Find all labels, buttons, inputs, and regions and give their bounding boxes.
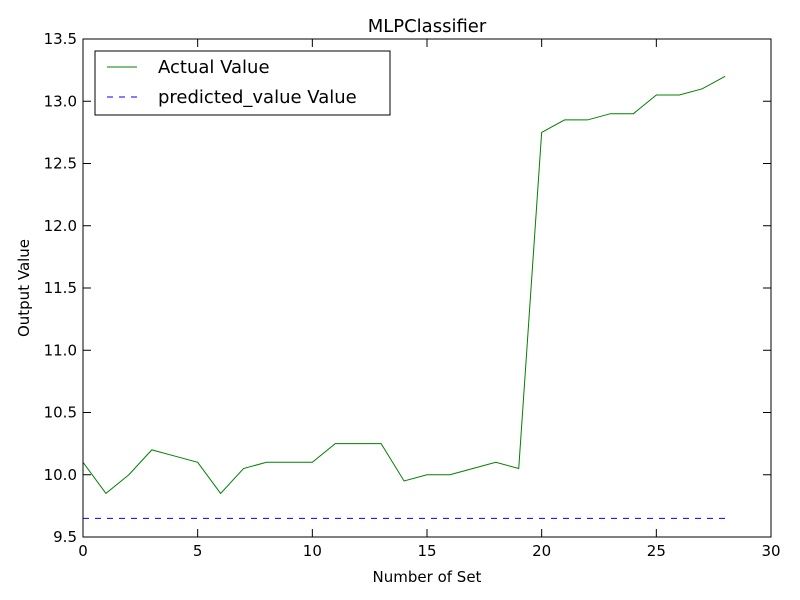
x-tick-label: 25	[647, 542, 666, 560]
x-tick-label: 30	[761, 542, 780, 560]
x-tick-label: 0	[78, 542, 88, 560]
legend-label-predicted-value: predicted_value Value	[158, 87, 357, 108]
y-tick-label: 11.0	[44, 341, 77, 359]
ticks-layer: 0 5 10 15 20 25 30 9.5 10.0 10.5 11.0 11.5 12.0 12.5 1…	[44, 30, 781, 560]
x-tick-label: 20	[532, 542, 551, 560]
legend-label-actual-value: Actual Value	[158, 57, 270, 78]
legend-box	[94, 50, 391, 116]
y-tick-label: 10.5	[44, 404, 77, 422]
y-tick-label: 11.5	[44, 279, 77, 297]
y-tick-label: 12.0	[44, 217, 77, 235]
y-tick-label: 13.0	[44, 92, 77, 110]
y-tick-label: 10.0	[44, 466, 77, 484]
series-line-0	[83, 75, 726, 495]
y-tick-label: 12.5	[44, 155, 77, 173]
y-tick-label: 13.5	[44, 30, 77, 48]
y-tick-label: 9.5	[53, 528, 77, 546]
x-axis-label: Number of Set	[373, 568, 482, 586]
y-axis-label: Output Value	[15, 239, 33, 337]
x-tick-label: 5	[193, 542, 203, 560]
chart-title: MLPClassifier	[368, 16, 487, 37]
x-tick-label: 15	[417, 542, 436, 560]
series-layer	[83, 75, 726, 519]
x-tick-label: 10	[303, 542, 322, 560]
legend: Actual Value predicted_value Value	[94, 50, 391, 116]
